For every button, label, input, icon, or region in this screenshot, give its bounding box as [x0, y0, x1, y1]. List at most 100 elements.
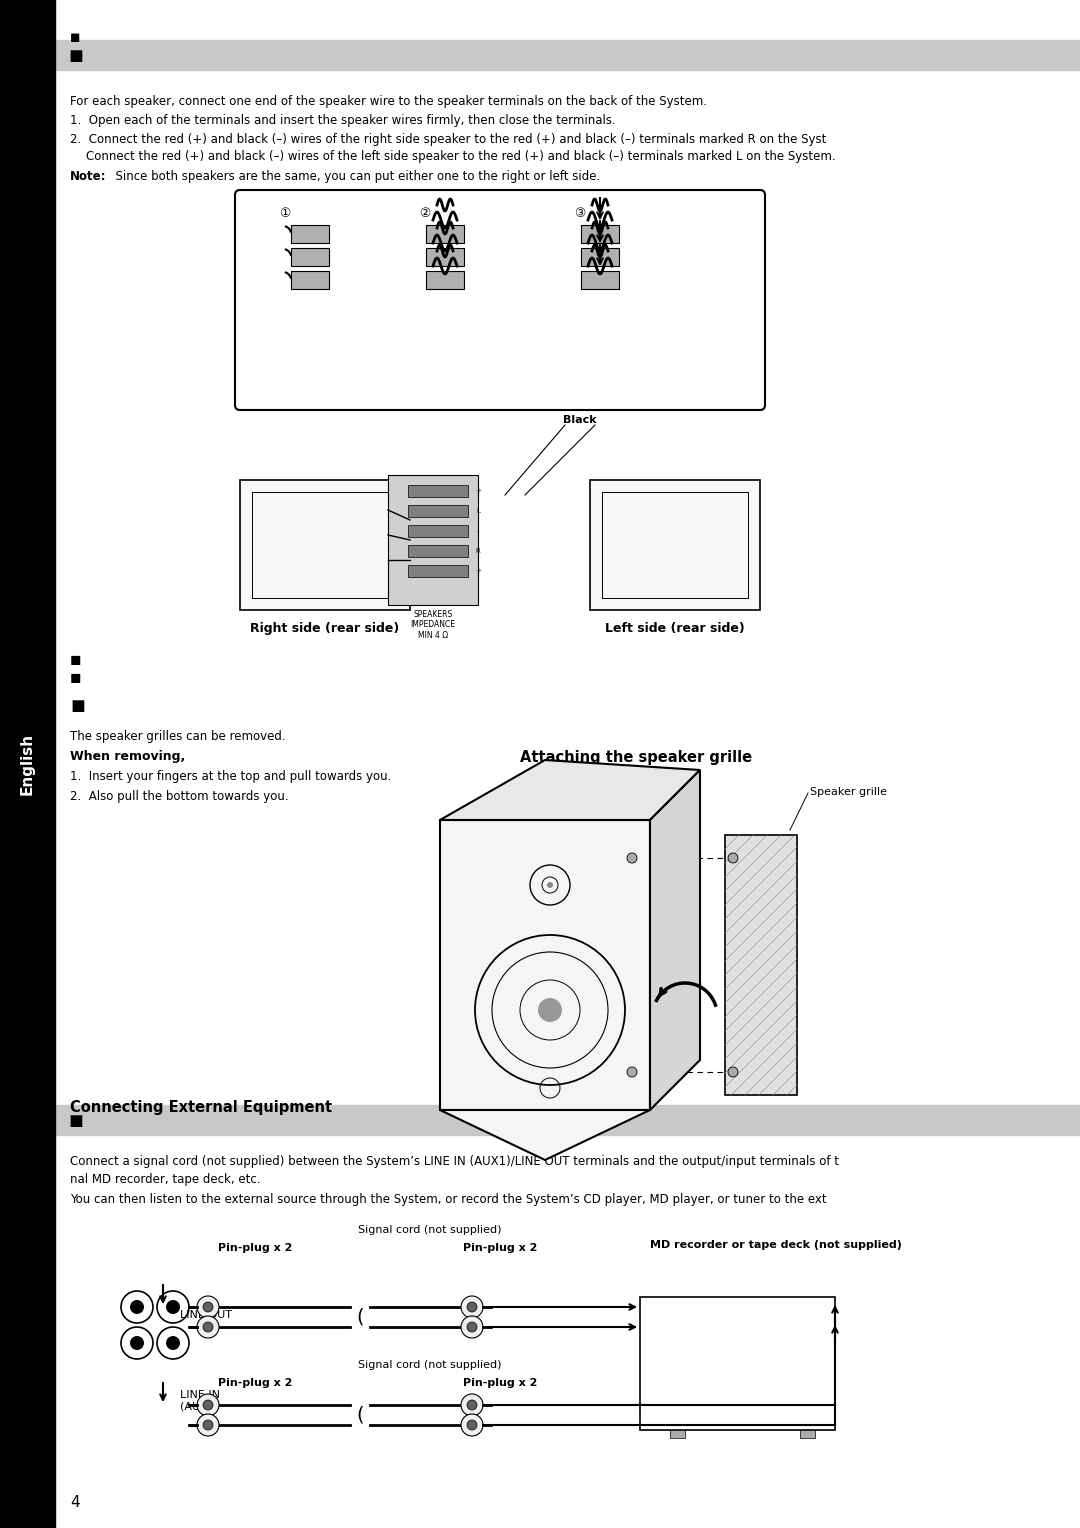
Bar [55, 1105, 1080, 1135]
Circle shape [467, 1400, 477, 1410]
Text: Since both speakers are the same, you can put either one to the right or left si: Since both speakers are the same, you ca… [108, 170, 600, 183]
Text: -: - [476, 529, 480, 533]
Circle shape [467, 1302, 477, 1313]
Bar [725, 834, 797, 1096]
Text: Pin-plug x 2: Pin-plug x 2 [463, 1242, 537, 1253]
Circle shape [461, 1316, 483, 1339]
Circle shape [197, 1316, 219, 1339]
Text: Attaching the speaker grille: Attaching the speaker grille [519, 750, 752, 766]
Text: You can then listen to the external source through the System, or record the Sys: You can then listen to the external sour… [70, 1193, 826, 1206]
Circle shape [627, 853, 637, 863]
Bar [408, 545, 468, 558]
Circle shape [130, 1335, 144, 1351]
Text: For each speaker, connect one end of the speaker wire to the speaker terminals o: For each speaker, connect one end of the… [70, 95, 707, 108]
Circle shape [467, 1322, 477, 1332]
Bar [291, 225, 329, 243]
Circle shape [627, 1067, 637, 1077]
Bar [426, 248, 464, 266]
Polygon shape [440, 821, 650, 1109]
Text: R: R [475, 549, 481, 555]
Circle shape [538, 998, 562, 1022]
Bar [408, 484, 468, 497]
Text: Black: Black [563, 416, 597, 425]
Text: ◼: ◼ [68, 1112, 83, 1131]
Text: L: L [476, 507, 480, 513]
Bar [408, 565, 468, 578]
Bar [426, 270, 464, 289]
Polygon shape [440, 1109, 650, 1160]
Bar [800, 1430, 815, 1438]
Bar [581, 270, 619, 289]
Circle shape [467, 1420, 477, 1430]
Bar [602, 492, 748, 597]
Text: ②: ② [419, 206, 431, 220]
Text: Signal cord (not supplied): Signal cord (not supplied) [359, 1360, 502, 1371]
Bar [590, 480, 760, 610]
Bar [581, 248, 619, 266]
Circle shape [197, 1394, 219, 1416]
Text: 1.  Insert your fingers at the top and pull towards you.: 1. Insert your fingers at the top and pu… [70, 770, 391, 782]
Circle shape [197, 1296, 219, 1319]
Text: +: + [475, 568, 481, 575]
Bar [252, 492, 399, 597]
Text: 2.  Also pull the bottom towards you.: 2. Also pull the bottom towards you. [70, 790, 288, 804]
Text: When removing,: When removing, [70, 750, 186, 762]
Circle shape [461, 1394, 483, 1416]
Text: Note:: Note: [70, 170, 107, 183]
Text: Speaker grille: Speaker grille [810, 787, 887, 798]
Bar [240, 480, 410, 610]
Bar [408, 526, 468, 536]
Text: ◼: ◼ [70, 32, 80, 44]
Text: Pin-plug x 2: Pin-plug x 2 [218, 1242, 293, 1253]
Circle shape [166, 1335, 180, 1351]
Text: Connect the red (+) and black (–) wires of the left side speaker to the red (+) : Connect the red (+) and black (–) wires … [86, 150, 836, 163]
Text: English: English [19, 733, 35, 795]
Text: ◼: ◼ [68, 47, 83, 66]
Text: Left side (rear side): Left side (rear side) [605, 622, 745, 636]
Text: Connect a signal cord (not supplied) between the System’s LINE IN (AUX1)/LINE OU: Connect a signal cord (not supplied) bet… [70, 1155, 839, 1167]
Polygon shape [440, 759, 700, 821]
Text: The speaker grilles can be removed.: The speaker grilles can be removed. [70, 730, 285, 743]
Polygon shape [650, 770, 700, 1109]
Bar [426, 225, 464, 243]
Text: 1.  Open each of the terminals and insert the speaker wires firmly, then close t: 1. Open each of the terminals and insert… [70, 115, 616, 127]
Text: LINE IN
(AUX1): LINE IN (AUX1) [180, 1390, 220, 1412]
Text: Pin-plug x 2: Pin-plug x 2 [463, 1378, 537, 1387]
Text: (: ( [356, 1308, 364, 1326]
Bar [291, 248, 329, 266]
Circle shape [728, 853, 738, 863]
Text: 2.  Connect the red (+) and black (–) wires of the right side speaker to the red: 2. Connect the red (+) and black (–) wir… [70, 133, 826, 147]
Text: Pin-plug x 2: Pin-plug x 2 [218, 1378, 293, 1387]
Text: +: + [475, 487, 481, 494]
Text: ③: ③ [575, 206, 585, 220]
Bar [640, 1297, 835, 1430]
Bar [291, 270, 329, 289]
Bar [55, 40, 1080, 70]
Text: 4: 4 [70, 1494, 80, 1510]
Circle shape [728, 1067, 738, 1077]
Circle shape [197, 1413, 219, 1436]
Circle shape [166, 1300, 180, 1314]
Text: (: ( [356, 1406, 364, 1424]
Text: LINE OUT: LINE OUT [180, 1309, 232, 1320]
Circle shape [546, 882, 553, 888]
Text: ①: ① [280, 206, 291, 220]
Circle shape [461, 1296, 483, 1319]
Text: Right side (rear side): Right side (rear side) [251, 622, 400, 636]
Circle shape [203, 1322, 213, 1332]
Text: nal MD recorder, tape deck, etc.: nal MD recorder, tape deck, etc. [70, 1174, 260, 1186]
Bar [670, 1430, 685, 1438]
Bar [581, 225, 619, 243]
Text: MD recorder or tape deck (not supplied): MD recorder or tape deck (not supplied) [650, 1241, 902, 1250]
Text: Signal cord (not supplied): Signal cord (not supplied) [359, 1225, 502, 1235]
Circle shape [203, 1400, 213, 1410]
Text: SPEAKERS
IMPEDANCE
MIN 4 Ω: SPEAKERS IMPEDANCE MIN 4 Ω [410, 610, 456, 640]
Circle shape [203, 1420, 213, 1430]
Circle shape [203, 1302, 213, 1313]
Text: ◼: ◼ [70, 671, 81, 685]
Text: ◼: ◼ [70, 652, 81, 668]
Bar [0, 0, 55, 1528]
Text: Connecting External Equipment: Connecting External Equipment [70, 1100, 333, 1115]
Circle shape [461, 1413, 483, 1436]
Bar [388, 475, 478, 605]
